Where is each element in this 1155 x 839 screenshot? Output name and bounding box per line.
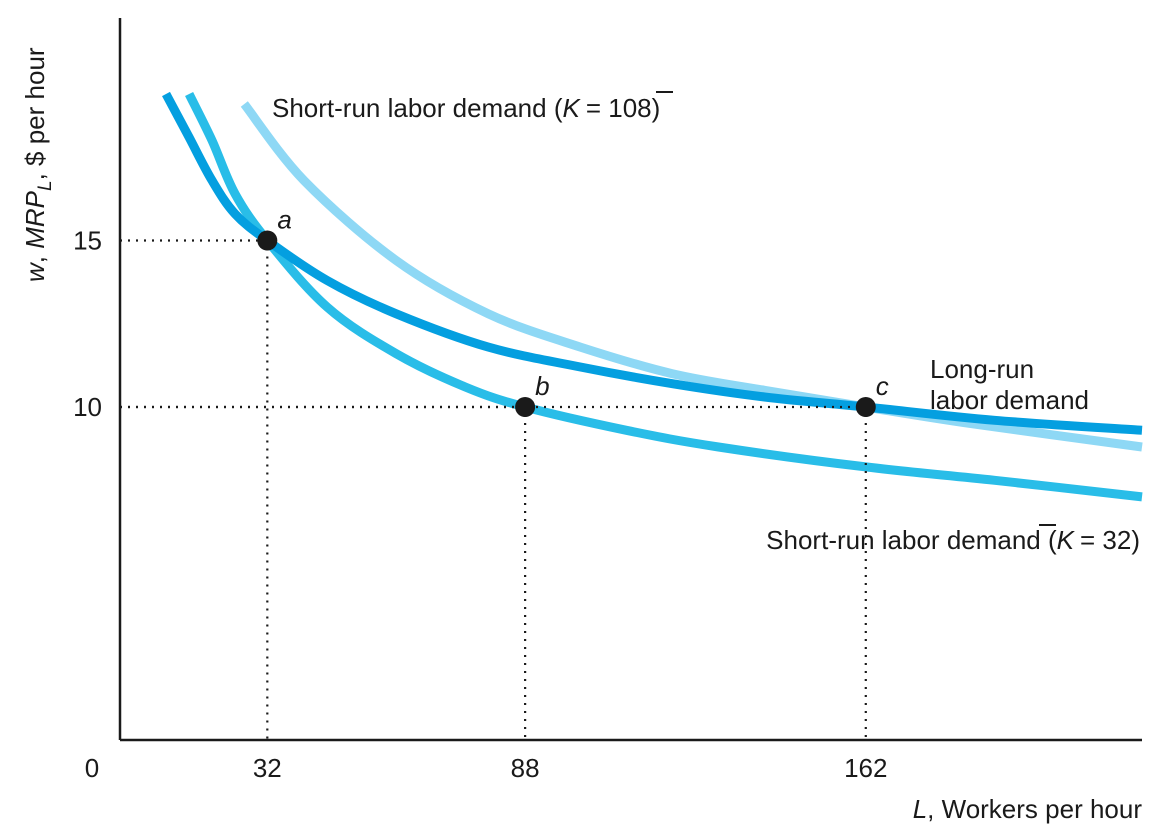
series-label-sr-32: Short-run labor demand (K = 32) xyxy=(766,525,1140,555)
point-a xyxy=(257,230,278,251)
sr32-label-pre: Short-run labor demand ( xyxy=(766,525,1057,555)
sr32-label-post: = 32) xyxy=(1080,525,1140,555)
point-label-a: a xyxy=(277,205,291,235)
y-axis-mrp: MRP xyxy=(20,190,50,248)
tick-labels: 32 88 162 15 10 xyxy=(73,226,887,784)
sr108-label-post: = 108) xyxy=(586,93,660,123)
x-tick-32: 32 xyxy=(253,753,282,783)
x-axis-var: L xyxy=(913,794,927,824)
y-tick-10: 10 xyxy=(73,392,102,422)
y-axis-comma: , xyxy=(20,249,50,263)
point-label-b: b xyxy=(535,371,549,401)
sr108-label-pre: Short-run labor demand ( xyxy=(272,93,563,123)
sr108-label-k: K xyxy=(562,93,581,123)
curve-long-run xyxy=(162,91,1143,435)
y-axis-w: w xyxy=(20,261,50,282)
x-tick-88: 88 xyxy=(511,753,540,783)
point-c xyxy=(855,397,876,417)
y-axis-rest: , $ per hour xyxy=(20,47,50,180)
axes xyxy=(118,18,1142,742)
series-label-sr-108: Short-run labor demand (K = 108) xyxy=(272,93,660,123)
point-b xyxy=(515,397,536,417)
x-tick-162: 162 xyxy=(844,753,887,783)
x-axis-label: L, Workers per hour xyxy=(913,794,1143,824)
curve-short-run-k32 xyxy=(185,92,1143,502)
point-label-c: c xyxy=(876,371,889,401)
origin-label: 0 xyxy=(85,753,99,783)
dotted-guides-layer xyxy=(120,239,867,740)
y-axis-sub: L xyxy=(35,180,56,191)
x-axis-rest: , Workers per hour xyxy=(927,794,1142,824)
sr32-label-k: K xyxy=(1057,525,1076,555)
series-label-lr-line2: labor demand xyxy=(930,385,1089,415)
y-axis-label: w, MRPL, $ per hour xyxy=(20,47,56,282)
y-tick-15: 15 xyxy=(73,226,102,256)
curves-layer xyxy=(162,91,1143,502)
series-label-lr-line1: Long-run xyxy=(930,354,1034,384)
equilibrium-points: a b c xyxy=(257,205,889,417)
